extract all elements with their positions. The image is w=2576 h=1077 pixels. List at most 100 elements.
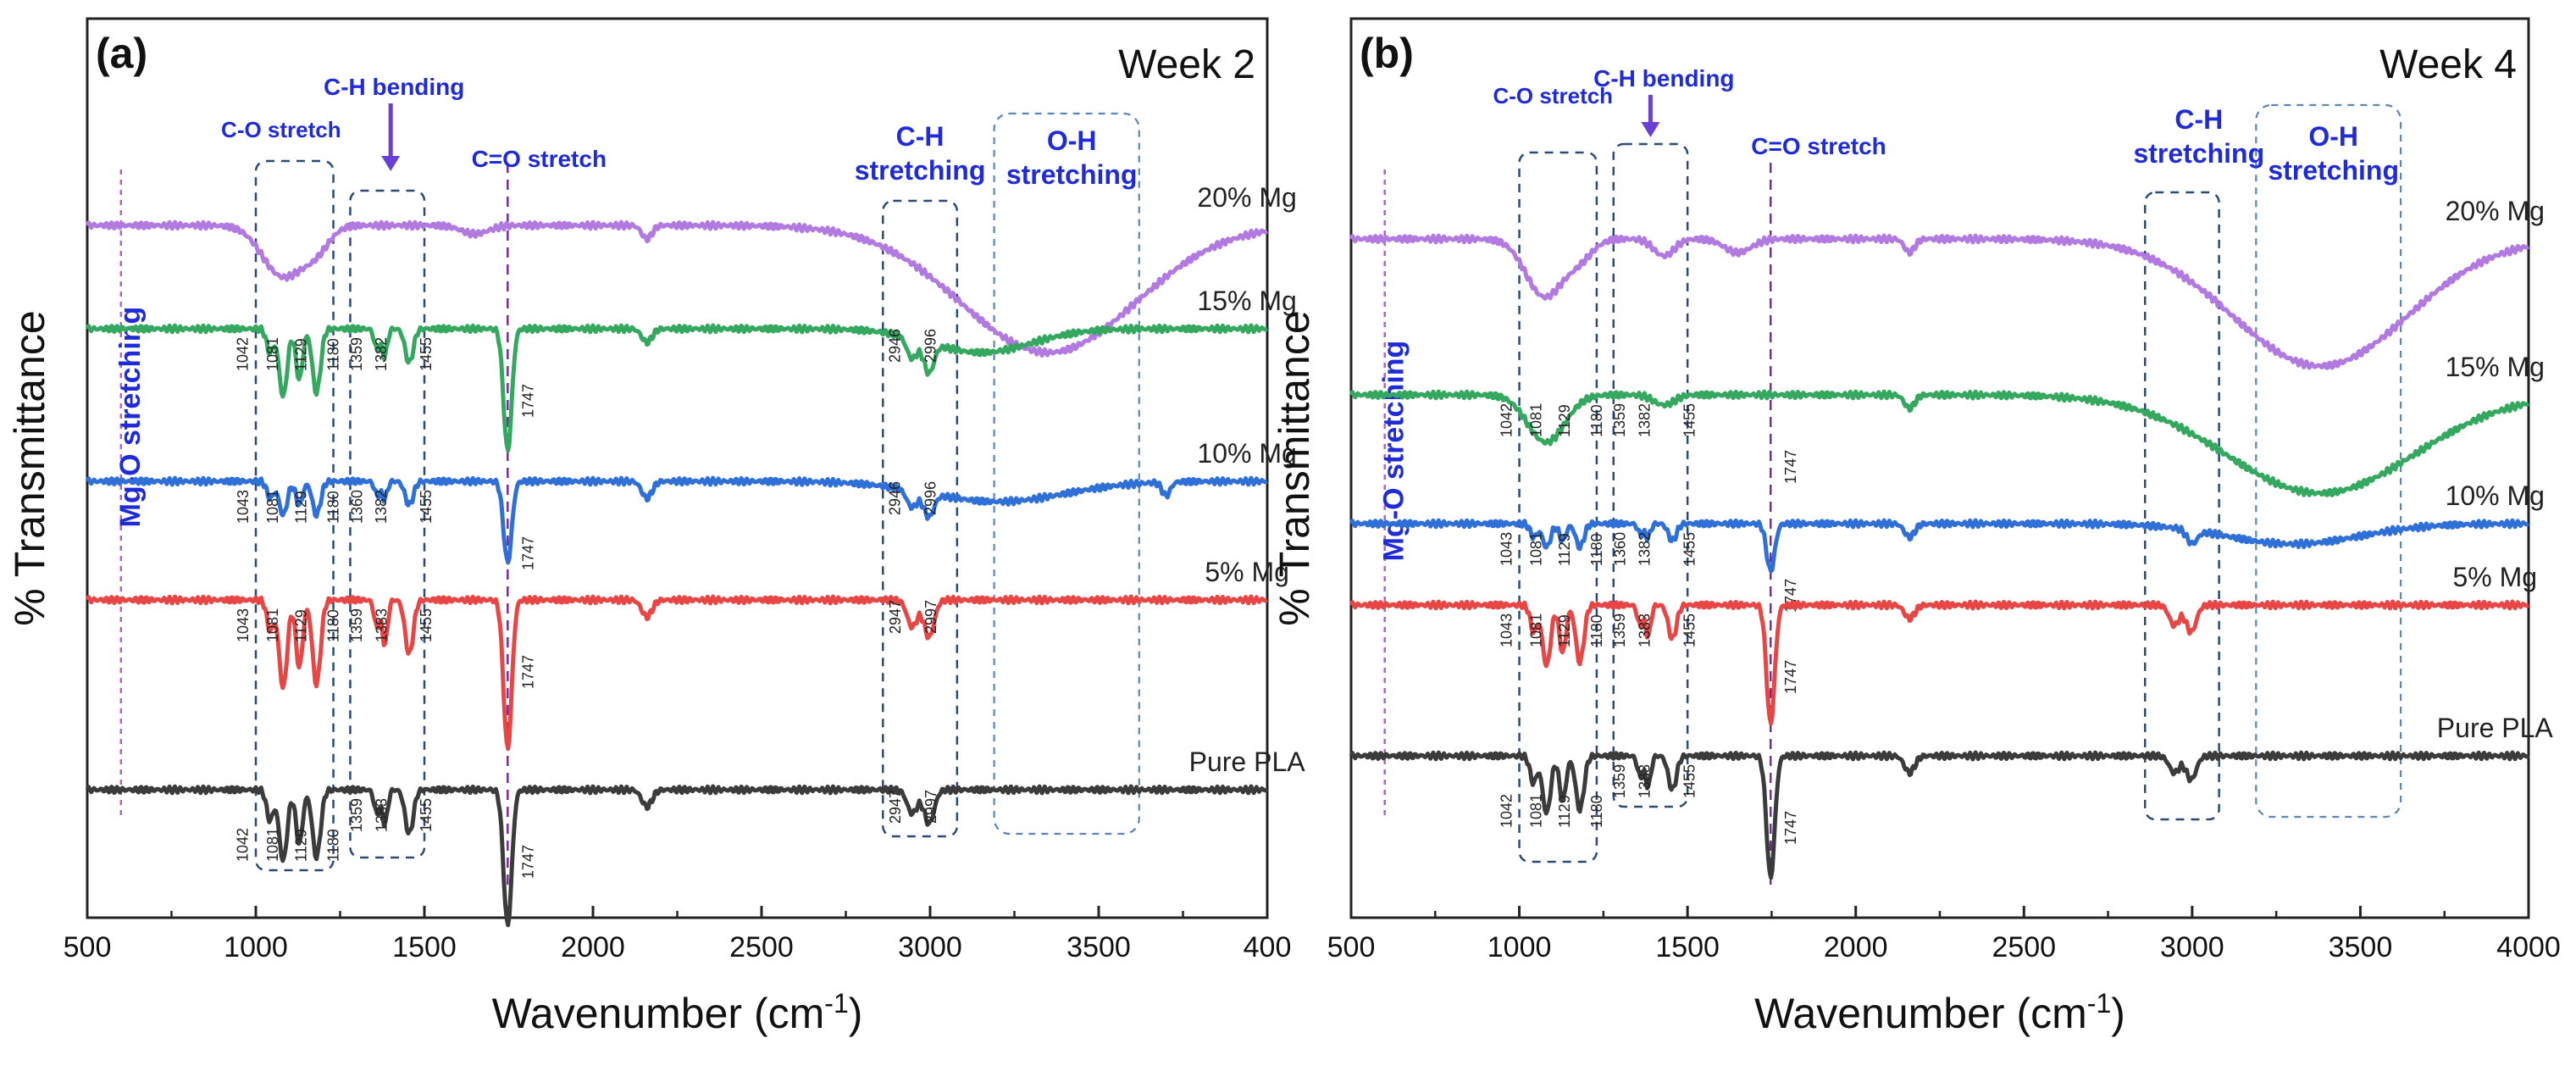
mgo-label: Mg-O stretching [114, 307, 147, 528]
peak-label: 1359 [348, 337, 365, 371]
peak-label: 1360 [1612, 532, 1629, 566]
peak-label: 1455 [1681, 403, 1698, 437]
series-label-mg15: 15% Mg [2446, 352, 2545, 382]
ch-bending-box [1612, 142, 1689, 808]
oh-stretching-box [993, 112, 1140, 836]
peak-label: 1455 [418, 337, 435, 371]
x-tick-label: 1000 [1487, 931, 1552, 963]
peak-label: 2946 [887, 481, 904, 515]
peak-label: 1180 [325, 609, 342, 642]
peak-label: 1043 [1499, 532, 1515, 566]
peak-label: 1180 [1588, 795, 1605, 828]
peak-label: 1747 [519, 845, 536, 879]
co-stretch-label: C-O stretch [1493, 83, 1613, 108]
x-tick-label: 3500 [1066, 931, 1131, 963]
x-axis-label: Wavenumber (cm-1) [492, 988, 863, 1037]
co-stretch-box [1518, 151, 1598, 863]
co-stretch-box [254, 159, 335, 872]
series-label-pla: Pure PLA [2437, 713, 2554, 743]
peak-label: 1180 [325, 491, 342, 524]
peak-label: 1081 [1528, 613, 1545, 647]
peak-label: 1383 [373, 608, 390, 642]
series-line-pla [85, 784, 1268, 928]
y-axis-label: % Transmittance [1271, 310, 1318, 625]
x-tick-label: 2500 [1992, 931, 2056, 963]
peak-label: 1359 [1611, 764, 1628, 798]
peak-label: 1382 [373, 337, 390, 371]
series-label-mg20: 20% Mg [1197, 182, 1296, 213]
peak-label: 1081 [264, 608, 281, 642]
series-line-mg15 [85, 323, 1268, 453]
ch-stretching-label-2: stretching [2133, 138, 2264, 169]
peak-label: 2996 [922, 481, 939, 515]
peak-label: 1129 [292, 829, 309, 862]
series-label-mg10: 10% Mg [1197, 438, 1296, 469]
peak-label: 1043 [235, 490, 252, 524]
ch-stretching-label-1: C-H [2174, 104, 2223, 135]
peak-label: 1129 [1556, 614, 1573, 647]
plot-frame [1349, 17, 2530, 919]
ch-bending-label: C-H bending [324, 74, 464, 100]
peak-label: 1081 [1528, 794, 1545, 828]
peak-label: 1129 [1556, 795, 1573, 828]
x-axis-label-sup: -1 [2087, 988, 2111, 1019]
peak-label: 1129 [1556, 404, 1573, 437]
peak-label: 1747 [519, 655, 536, 689]
chart-title: Week 4 [2379, 42, 2517, 87]
peak-label: 2946 [887, 329, 904, 363]
series-label-mg5: 5% Mg [2452, 562, 2537, 592]
oh-stretching-label-1: O-H [2308, 121, 2358, 152]
series-label-mg5: 5% Mg [1205, 557, 1289, 587]
peak-label: 1455 [1681, 532, 1698, 566]
x-axis-label-prefix: Wavenumber (cm [1754, 990, 2087, 1037]
peak-label: 1043 [1499, 613, 1515, 647]
y-axis-label: % Transmittance [6, 310, 53, 625]
peak-label: 2947 [887, 600, 904, 634]
peak-label: 1081 [264, 337, 281, 371]
peak-label: 1747 [519, 384, 536, 418]
series-label-pla: Pure PLA [1189, 747, 1306, 777]
chart-title: Week 2 [1118, 42, 1255, 87]
series-label-mg10: 10% Mg [2446, 480, 2545, 511]
x-tick-label: 3000 [898, 931, 962, 963]
co-stretch-label: C-O stretch [221, 117, 341, 142]
peak-label: 1043 [235, 608, 252, 642]
peak-label: 1042 [235, 337, 252, 371]
peak-label: 1360 [348, 490, 365, 524]
oh-stretching-label-2: stretching [1006, 159, 1138, 190]
peak-label: 1455 [418, 608, 435, 642]
ch-stretching-box [882, 199, 959, 838]
peak-label: 1129 [292, 338, 309, 371]
peak-label: 1359 [1611, 613, 1628, 647]
x-axis-label-prefix: Wavenumber (cm [492, 990, 825, 1037]
peak-label: 1455 [418, 490, 435, 524]
peak-label: 1359 [1611, 403, 1628, 437]
peak-label: 1383 [1637, 613, 1654, 647]
x-tick-label: 500 [1327, 931, 1376, 963]
series-line-mg10 [1349, 518, 2529, 574]
x-tick-label: 1500 [1655, 931, 1720, 963]
peak-label: 2996 [922, 329, 939, 363]
series-line-pla [1349, 750, 2529, 880]
series-label-mg15: 15% Mg [1197, 286, 1296, 316]
peak-label: 1747 [1782, 660, 1799, 694]
panel-b: 500 1000 1500 2000 2500 3000 3500 4000 Wavenumbe… [1271, 17, 2561, 1037]
peak-label: 1180 [1588, 404, 1605, 437]
peak-label: 2997 [922, 790, 939, 824]
peak-label: 1129 [1556, 533, 1573, 566]
ch-bending-label: C-H bending [1593, 65, 1734, 92]
ch-stretching-box [2144, 191, 2220, 821]
peak-label: 2997 [922, 600, 939, 634]
series-line-mg15 [1349, 389, 2530, 497]
panel-label: (b) [1360, 30, 1414, 77]
peak-label: 1180 [1588, 533, 1605, 566]
oh-stretching-box [2255, 103, 2402, 819]
c-eq-o-label: C=O stretch [1751, 133, 1886, 159]
panel-label: (a) [96, 30, 147, 77]
x-axis-label-sup: -1 [824, 988, 848, 1019]
peak-label: 1129 [292, 609, 309, 642]
peak-label: 1455 [1681, 764, 1698, 798]
peak-label: 1129 [292, 491, 309, 524]
peak-label: 1382 [1636, 532, 1653, 566]
